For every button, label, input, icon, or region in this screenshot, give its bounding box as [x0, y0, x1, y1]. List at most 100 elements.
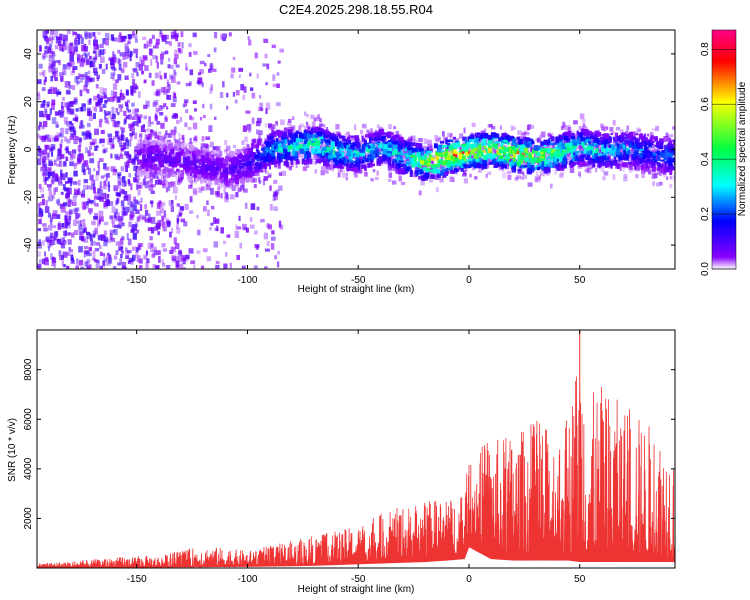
noise-speck — [115, 131, 119, 138]
noise-speck — [60, 127, 65, 134]
signal-cell — [165, 172, 169, 179]
halo-speck — [278, 135, 282, 142]
signal-cell — [271, 130, 275, 134]
noise-speck — [125, 250, 130, 257]
noise-speck — [225, 252, 228, 257]
noise-speck — [37, 133, 40, 139]
noise-speck — [210, 62, 213, 70]
noise-speck — [188, 248, 194, 254]
noise-speck — [161, 259, 164, 265]
halo-speck — [458, 144, 462, 150]
noise-speck — [132, 78, 136, 85]
noise-speck — [71, 123, 74, 126]
noise-speck — [119, 107, 123, 113]
noise-speck — [271, 44, 276, 49]
halo-speck — [233, 144, 237, 149]
signal-cell — [241, 165, 244, 169]
signal-cell — [550, 143, 556, 146]
signal-cell — [256, 150, 260, 154]
halo-speck — [429, 166, 434, 171]
halo-speck — [395, 168, 399, 173]
signal-cell — [339, 156, 343, 160]
noise-speck — [74, 40, 79, 47]
halo-speck — [629, 167, 632, 173]
noise-speck — [68, 247, 71, 252]
halo-speck — [317, 114, 320, 119]
noise-speck — [111, 65, 115, 71]
noise-speck — [213, 116, 217, 120]
noise-speck — [54, 111, 59, 116]
halo-speck — [597, 153, 603, 160]
noise-speck — [210, 205, 215, 210]
noise-speck — [138, 91, 141, 98]
noise-speck — [226, 234, 231, 238]
signal-cell — [655, 151, 659, 154]
noise-speck — [215, 260, 220, 265]
signal-cell — [495, 143, 499, 148]
halo-speck — [647, 145, 652, 152]
halo-speck — [409, 144, 414, 150]
noise-speck — [39, 259, 42, 263]
signal-cell — [645, 163, 648, 168]
noise-speck — [68, 219, 71, 224]
signal-cell — [288, 133, 293, 138]
noise-speck — [140, 204, 143, 211]
signal-cell — [180, 172, 184, 178]
noise-speck — [119, 52, 125, 57]
signal-cell — [237, 170, 242, 173]
signal-cell — [383, 148, 387, 152]
signal-cell — [270, 157, 276, 163]
signal-cell — [291, 146, 295, 149]
noise-speck — [112, 74, 115, 81]
signal-cell — [243, 162, 247, 167]
noise-speck — [126, 233, 129, 240]
halo-speck — [545, 155, 549, 160]
signal-cell — [351, 166, 356, 172]
noise-speck — [98, 189, 104, 193]
halo-speck — [372, 169, 376, 173]
noise-speck — [104, 166, 110, 171]
halo-speck — [148, 135, 152, 140]
signal-cell — [458, 150, 463, 153]
signal-cell — [587, 139, 592, 142]
signal-cell — [322, 156, 325, 161]
noise-speck — [241, 265, 246, 269]
halo-speck — [499, 125, 502, 130]
halo-speck — [595, 168, 598, 173]
noise-speck — [136, 72, 139, 77]
noise-speck — [45, 109, 48, 115]
halo-speck — [304, 111, 307, 116]
noise-speck — [95, 242, 101, 246]
noise-speck — [136, 247, 139, 253]
noise-speck — [79, 61, 84, 68]
noise-speck — [81, 238, 86, 242]
noise-speck — [249, 217, 253, 222]
signal-cell — [426, 157, 431, 163]
signal-cell — [303, 154, 308, 160]
noise-speck — [134, 222, 139, 228]
noise-speck — [122, 142, 126, 147]
noise-speck — [143, 115, 148, 120]
signal-cell — [442, 172, 447, 178]
signal-cell — [190, 170, 193, 176]
noise-speck — [115, 108, 119, 113]
noise-speck — [131, 73, 135, 79]
signal-cell — [206, 148, 210, 152]
noise-speck — [163, 86, 168, 92]
noise-speck — [62, 45, 68, 51]
noise-speck — [238, 74, 241, 78]
noise-speck — [64, 214, 68, 219]
signal-cell — [194, 168, 198, 173]
noise-speck — [259, 95, 262, 99]
signal-cell — [242, 146, 246, 152]
noise-speck — [221, 179, 225, 185]
noise-speck — [210, 84, 213, 91]
noise-speck — [192, 32, 197, 38]
noise-speck — [106, 199, 110, 204]
noise-speck — [159, 75, 163, 80]
signal-cell — [263, 147, 266, 152]
noise-speck — [231, 67, 236, 73]
signal-cell — [595, 148, 599, 154]
signal-cell — [481, 141, 484, 147]
signal-cell — [337, 163, 343, 168]
